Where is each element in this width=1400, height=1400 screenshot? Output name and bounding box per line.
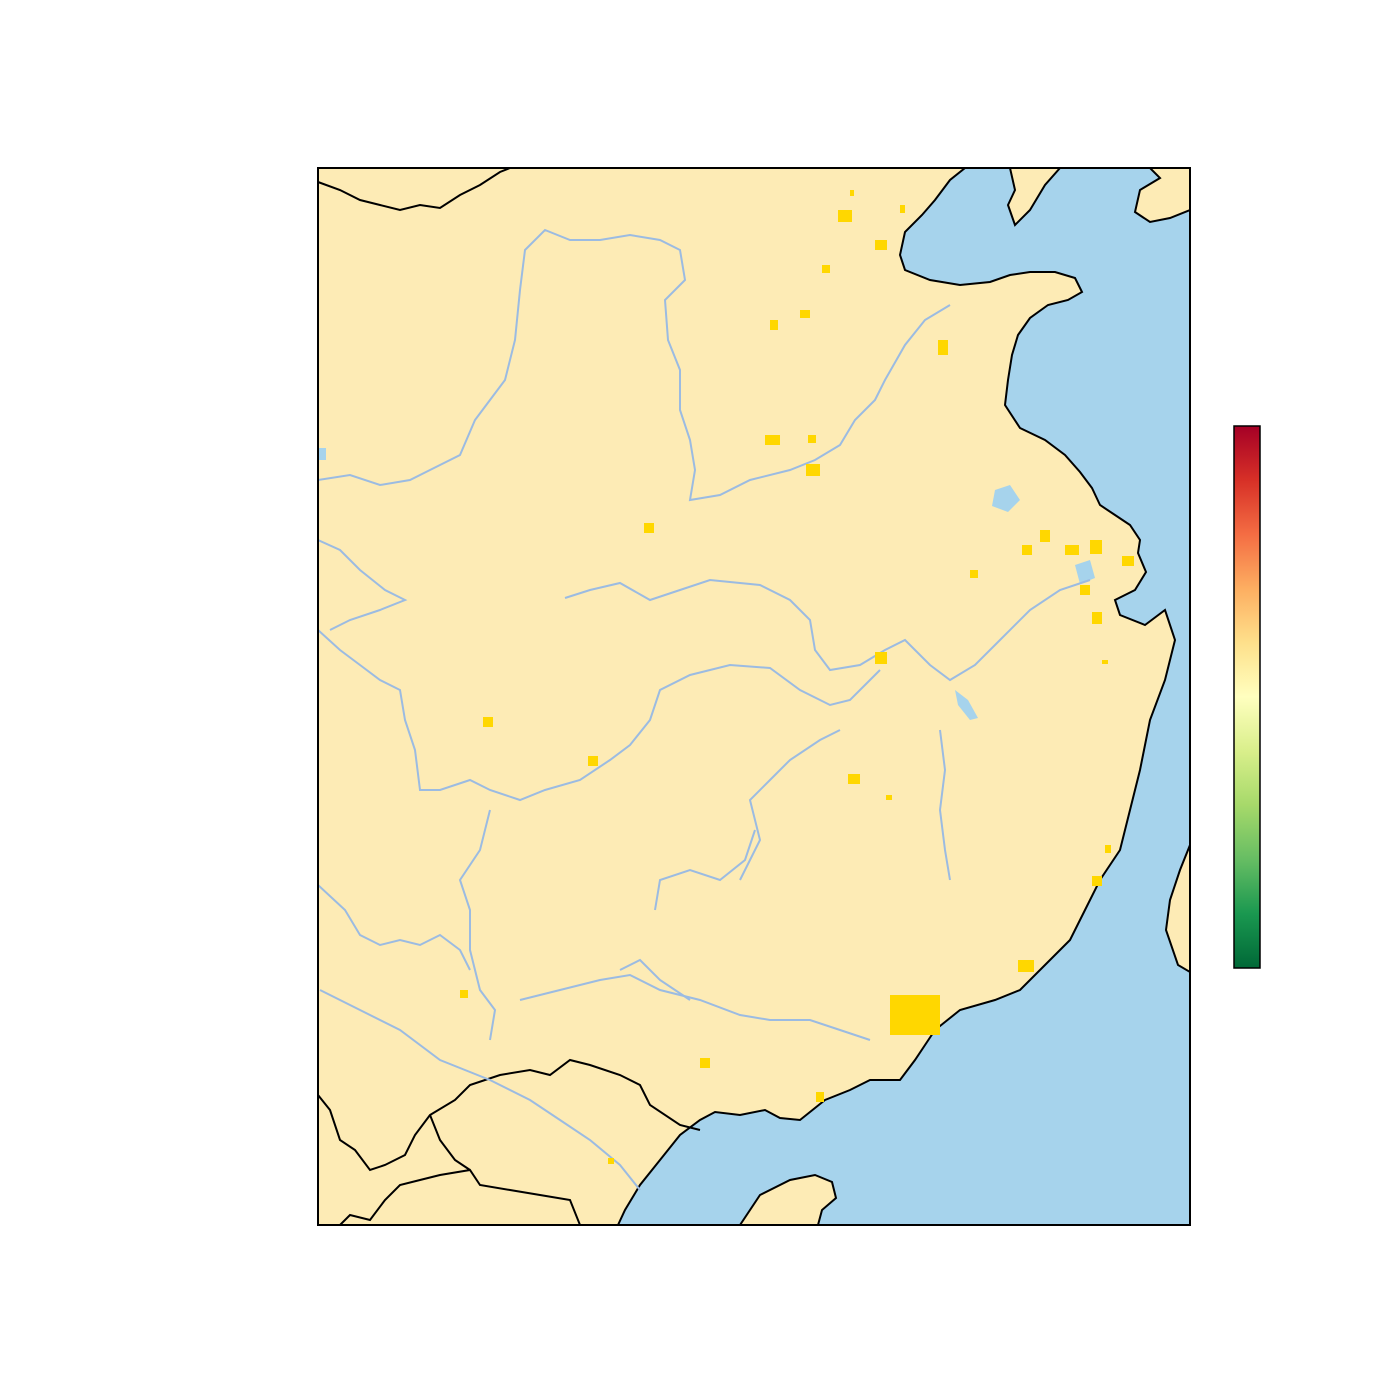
land-taiwan (1164, 844, 1190, 974)
border-northwest (318, 168, 511, 212)
map-frame (317, 167, 1191, 1226)
lake-hongze (992, 485, 1020, 512)
lake-qinghai (318, 448, 326, 460)
border-laos (429, 1114, 471, 1171)
lake-tai (1075, 560, 1095, 584)
urban-areas (460, 190, 1134, 1164)
land-mainland (318, 168, 1177, 1225)
lake-poyang (955, 690, 978, 720)
border-southwest (339, 1168, 581, 1225)
border-south (318, 1058, 701, 1172)
rivers (318, 228, 1091, 1191)
land-northeast (1006, 168, 1190, 227)
colorbar (1233, 425, 1261, 969)
land-hainan (738, 1173, 838, 1225)
